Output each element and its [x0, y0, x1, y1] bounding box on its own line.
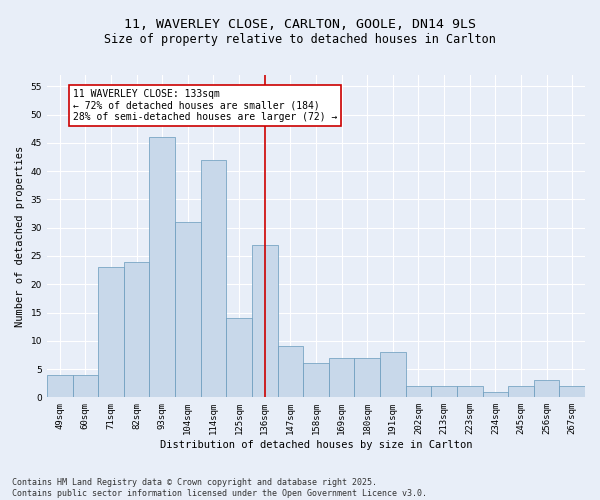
Bar [73, 374, 98, 398]
Bar [200, 160, 226, 398]
Bar [124, 262, 149, 398]
Bar [278, 346, 303, 398]
Bar [508, 386, 534, 398]
Bar [559, 386, 585, 398]
Bar [149, 137, 175, 398]
Bar [226, 318, 252, 398]
Text: Contains HM Land Registry data © Crown copyright and database right 2025.
Contai: Contains HM Land Registry data © Crown c… [12, 478, 427, 498]
Text: Size of property relative to detached houses in Carlton: Size of property relative to detached ho… [104, 32, 496, 46]
Bar [482, 392, 508, 398]
Bar [457, 386, 482, 398]
Bar [431, 386, 457, 398]
Bar [406, 386, 431, 398]
Y-axis label: Number of detached properties: Number of detached properties [15, 146, 25, 327]
Bar [252, 244, 278, 398]
Bar [355, 358, 380, 398]
Bar [175, 222, 200, 398]
Bar [303, 364, 329, 398]
Bar [47, 374, 73, 398]
Bar [380, 352, 406, 398]
X-axis label: Distribution of detached houses by size in Carlton: Distribution of detached houses by size … [160, 440, 472, 450]
Bar [534, 380, 559, 398]
Bar [329, 358, 355, 398]
Text: 11 WAVERLEY CLOSE: 133sqm
← 72% of detached houses are smaller (184)
28% of semi: 11 WAVERLEY CLOSE: 133sqm ← 72% of detac… [73, 89, 337, 122]
Text: 11, WAVERLEY CLOSE, CARLTON, GOOLE, DN14 9LS: 11, WAVERLEY CLOSE, CARLTON, GOOLE, DN14… [124, 18, 476, 30]
Bar [98, 268, 124, 398]
